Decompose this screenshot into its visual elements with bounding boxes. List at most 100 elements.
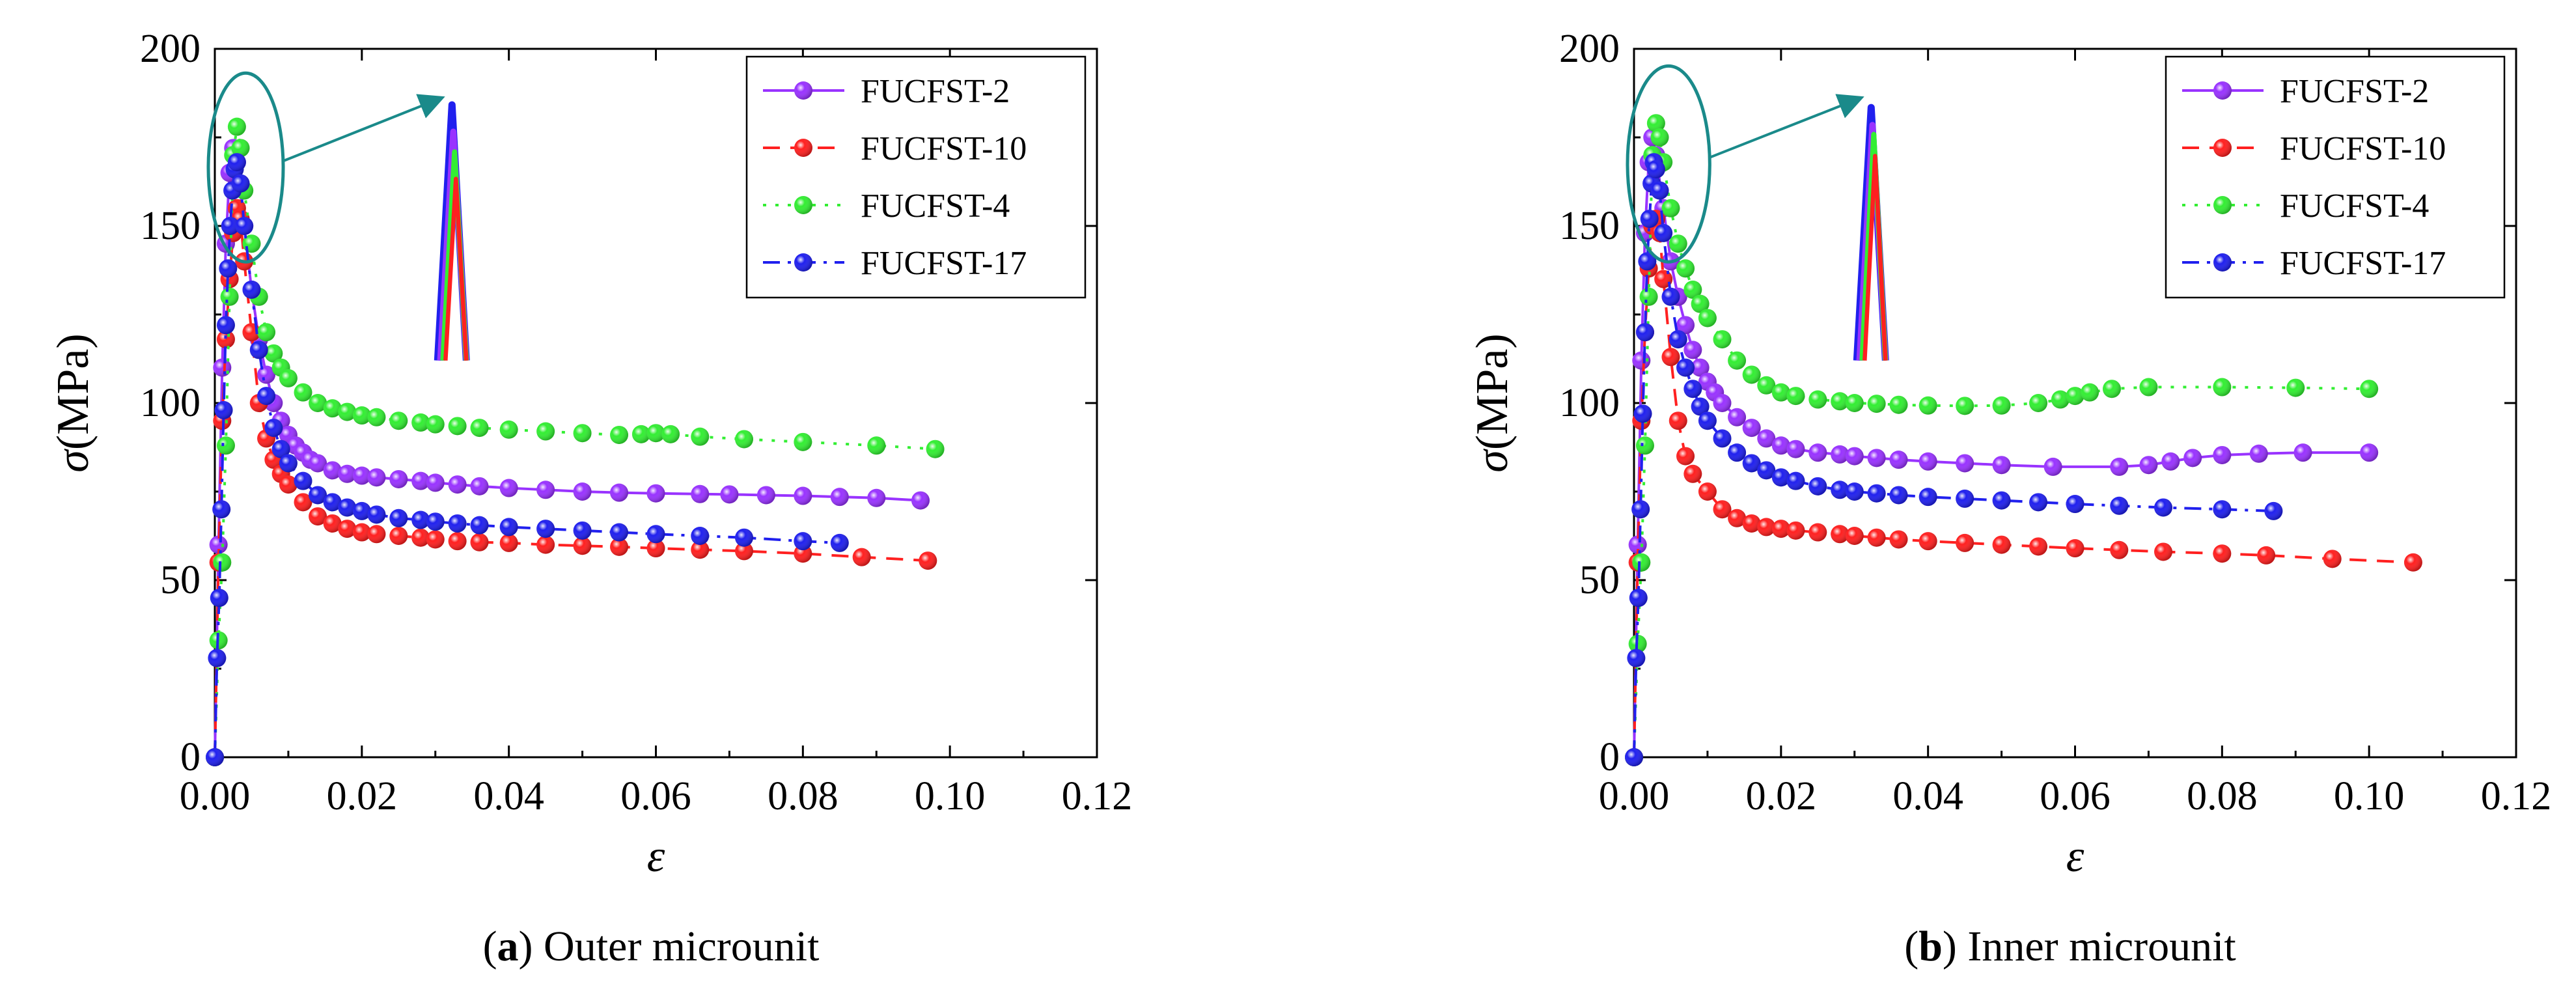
chart-1-data-point-shade [1669, 330, 1687, 349]
chart-0-y-tick-label: 150 [140, 204, 201, 248]
chart-1-data-point-shade [1918, 532, 1937, 551]
chart-0-data-point-shade [691, 527, 710, 545]
chart-0-x-tick-label: 0.04 [473, 774, 544, 818]
chart-1-data-point-shade [1650, 128, 1669, 146]
chart-0-data-point-shade [338, 520, 357, 538]
chart-0-data-point-shade [499, 479, 518, 497]
chart-1-data-point-shade [1698, 309, 1717, 328]
chart-0-data-point-shade [352, 501, 371, 520]
chart-1-data-point-shade [2154, 498, 2172, 517]
chart-1-data-point-shade [1786, 387, 1805, 406]
chart-0-data-point-shade [242, 280, 261, 299]
chart-1-data-point-shade [1845, 394, 1864, 412]
chart-1-data-point-shade [1845, 482, 1864, 501]
chart-0-data-point-shade [309, 486, 327, 505]
chart-0-data-point-shade [573, 537, 592, 555]
chart-0-data-point-shade [221, 217, 240, 235]
chart-1-data-point-shade [1867, 528, 1886, 547]
chart-panel-inner: 0.00 0.02 0.04 0.06 0.08 0.10 0.12 0 50 100 150 200… [1467, 27, 2551, 970]
chart-1-x-tick-label: 0.10 [2334, 774, 2405, 818]
chart-0-y-tick-label: 0 [180, 735, 201, 779]
chart-1-data-point-shade [1845, 527, 1864, 545]
chart-0-data-point-shade [227, 117, 246, 136]
chart-1-data-point-shade [2264, 501, 2283, 520]
chart-1-data-point-shade [1867, 395, 1886, 413]
chart-1-data-point-shade [1638, 252, 1657, 271]
chart-0-legend-label: FUCFST-10 [861, 130, 1027, 167]
chart-0-data-point-shade [499, 533, 518, 552]
chart-1-x-tick-label: 0.06 [2040, 774, 2111, 818]
chart-0-data-point-shade [794, 432, 812, 451]
chart-0-data-point-shade [257, 365, 276, 384]
chart-1-data-point-shade [2102, 380, 2121, 398]
chart-1-data-point-shade [1640, 210, 1659, 229]
chart-0-data-point-shade [279, 454, 298, 473]
chart-0-data-point-shade [411, 528, 430, 547]
chart-1-data-point-shade [1786, 439, 1805, 458]
chart-1-data-point-shade [2154, 542, 2172, 561]
chart-0-data-point-shade [691, 540, 710, 559]
chart-0-data-point-shade [794, 532, 812, 551]
chart-1-data-point-shade [1956, 533, 1974, 552]
chart-1-data-point-shade [2029, 394, 2048, 412]
chart-0-y-tick-label: 200 [140, 27, 201, 71]
chart-0-data-point-shade [227, 153, 246, 172]
chart-0-data-point-shade [830, 488, 849, 507]
chart-1-legend-marker-shade [2213, 81, 2232, 100]
chart-1-x-tick-label: 0.00 [1599, 774, 1670, 818]
chart-0-data-point-shade [209, 535, 228, 554]
chart-1-data-point-shade [1956, 489, 1974, 508]
chart-1-data-point-shade [1713, 429, 1732, 448]
chart-0-data-point-shade [911, 491, 930, 510]
chart-0-caption: (a) Outer microunit [483, 923, 820, 970]
chart-1-data-point-shade [2051, 390, 2070, 409]
chart-0-data-point-shade [323, 399, 342, 418]
chart-0-data-point-shade [257, 387, 276, 406]
chart-1-data-point-shade [1757, 429, 1776, 448]
chart-0-y-axis-title: σ(MPa) [48, 333, 98, 472]
chart-1-data-point-shade [2139, 456, 2158, 475]
chart-0-data-point-shade [367, 525, 386, 544]
chart-0-data-point-shade [426, 530, 445, 549]
chart-panel-outer: 0.00 0.02 0.04 0.06 0.08 0.10 0.12 0 50 100 150 200… [48, 27, 1132, 970]
chart-1-data-point-shade [1889, 395, 1908, 414]
chart-1-data-point-shade [1661, 287, 1680, 306]
chart-0-data-point-shade [426, 473, 445, 492]
chart-1-data-point-shade [2043, 457, 2062, 476]
chart-1-data-point-shade [1808, 443, 1827, 462]
chart-0-legend-marker-shade [794, 139, 812, 157]
chart-0-data-point-shade [212, 500, 231, 519]
chart-0-y-tick-label: 50 [160, 558, 201, 602]
chart-0-data-point-shade [573, 521, 592, 540]
chart-0-data-point-shade [919, 551, 937, 570]
chart-1-data-point-shade [2139, 378, 2158, 397]
chart-1-data-point-shade [1918, 452, 1937, 471]
chart-0-data-point-shade [646, 484, 665, 503]
chart-1-data-point-shade [1867, 449, 1886, 467]
chart-0-y-tick-label: 100 [140, 381, 201, 425]
chart-0-legend-marker-shade [794, 253, 812, 272]
chart-0-data-point-shade [411, 471, 430, 490]
chart-1-data-point-shade [1683, 280, 1702, 299]
chart-1-series-FUCFST-4 [1625, 114, 2379, 766]
chart-1-data-point-shade [1742, 365, 1761, 384]
chart-0-data-point-shade [323, 461, 342, 480]
chart-0-data-point-shade [610, 425, 629, 444]
chart-0-data-point-shade [231, 174, 250, 193]
chart-1-data-point-shade [1698, 482, 1717, 501]
chart-1-data-point-shade [1654, 223, 1673, 242]
chart-0-data-point-shade [735, 528, 753, 547]
chart-0-data-point-shade [691, 427, 710, 446]
chart-0-data-point-shade [735, 430, 753, 449]
chart-1-x-tick-label: 0.04 [1892, 774, 1963, 818]
chart-0-data-point-shade [294, 383, 312, 402]
chart-0-data-point-shade [867, 436, 886, 455]
chart-1-data-point-shade [1676, 316, 1695, 335]
chart-0-data-point-shade [271, 439, 290, 458]
chart-0-legend-label: FUCFST-17 [861, 245, 1027, 282]
chart-0-data-point-shade [235, 217, 254, 235]
chart-0-data-point-shade [411, 413, 430, 432]
chart-1-legend-marker-shade [2213, 253, 2232, 272]
chart-1-data-point-shade [1633, 404, 1652, 423]
